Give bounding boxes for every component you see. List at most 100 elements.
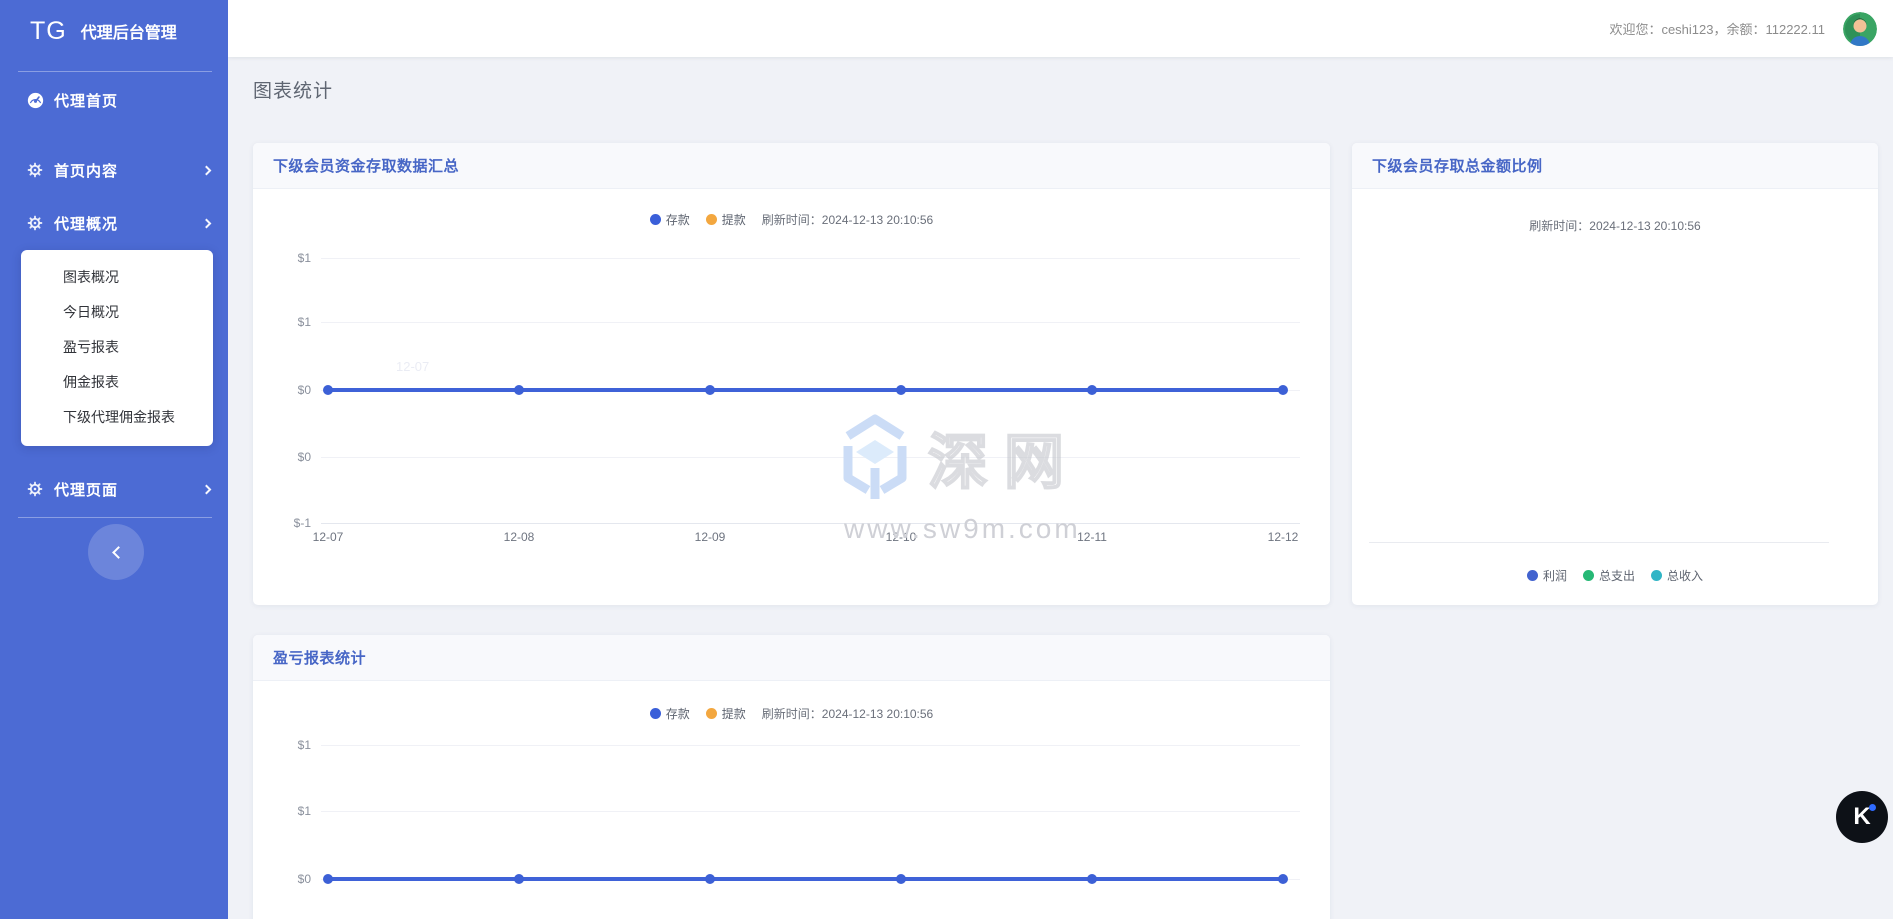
data-point [1087, 874, 1097, 884]
gridline: $1 [298, 315, 1300, 329]
legend-dot-deposit [649, 708, 661, 719]
data-point [705, 874, 715, 884]
fading-tooltip: 12-07 [396, 359, 430, 374]
chevron-right-icon [201, 218, 212, 228]
chart-legend: 存款 提款 刷新时间：2024-12-13 20:10:56 [253, 211, 1330, 228]
brand-logo: TG 代理后台管理 [0, 0, 228, 62]
legend-label: 利润 [1542, 569, 1567, 583]
sidebar-collapse-button[interactable] [88, 524, 144, 580]
x-axis-line: $-1 [294, 516, 1300, 530]
brand-title: 代理后台管理 [80, 25, 177, 42]
top-header-bar: 欢迎您：ceshi123，余额：112222.11 [228, 0, 1893, 57]
y-axis-tick: $0 [297, 872, 311, 886]
dashboard-icon [26, 91, 44, 109]
x-axis-label: 12-11 [1077, 530, 1107, 544]
legend-label: 提款 [721, 213, 746, 227]
data-point [1087, 385, 1097, 395]
card-header: 盈亏报表统计 [253, 635, 1330, 681]
gridline: $1 [298, 804, 1300, 818]
y-axis-tick: $0 [297, 383, 311, 397]
refresh-row: 刷新时间：2024-12-13 20:10:56 [1352, 217, 1878, 234]
data-point [323, 385, 333, 395]
legend-dot-deposit [649, 214, 661, 225]
y-axis-tick: $0 [297, 450, 311, 464]
chart-legend: 利润 总支出 总收入 [1352, 567, 1878, 584]
sidebar-item-label: 代理首页 [54, 92, 119, 110]
x-axis-label: 12-07 [312, 530, 344, 544]
sidebar-divider [18, 517, 212, 518]
y-axis-tick: $1 [297, 738, 311, 752]
legend-dot-withdraw [705, 708, 717, 719]
legend-item-profit[interactable]: 利润 [1526, 567, 1567, 584]
sidebar-item-label: 代理概况 [54, 215, 119, 233]
x-axis-label: 12-12 [1267, 530, 1299, 544]
legend-label: 总收入 [1667, 569, 1704, 583]
page-title: 图表统计 [253, 81, 334, 102]
chart-baseline [1369, 542, 1829, 543]
gridline: $1 [298, 251, 1300, 265]
refresh-time-text: 刷新时间：2024-12-13 20:10:56 [761, 707, 934, 721]
legend-label: 提款 [721, 707, 746, 721]
k-logo-icon: K [1853, 803, 1871, 830]
chevron-right-icon [201, 165, 212, 175]
data-point [1278, 385, 1288, 395]
card-header: 下级会员存取总金额比例 [1352, 143, 1878, 189]
brand-short: TG [30, 16, 67, 45]
sidebar-item-label: 首页内容 [54, 162, 119, 180]
x-axis-label: 12-10 [885, 530, 917, 544]
legend-item-withdraw[interactable]: 提款 [705, 211, 746, 228]
refresh-time-text: 刷新时间：2024-12-13 20:10:56 [1529, 219, 1701, 233]
agent-overview-submenu: 图表概况 今日概况 盈亏报表 佣金报表 下级代理佣金报表 [21, 250, 213, 446]
legend-label: 存款 [665, 213, 690, 227]
sidebar-item-agent-overview[interactable]: 代理概况 [0, 205, 228, 241]
sidebar: TG 代理后台管理 代理首页 [0, 0, 228, 919]
sidebar-item-agent-pages[interactable]: 代理页面 [0, 471, 228, 507]
legend-item-total-expense[interactable]: 总支出 [1582, 567, 1635, 584]
legend-item-withdraw[interactable]: 提款 [705, 705, 746, 722]
data-point [1278, 874, 1288, 884]
legend-label: 总支出 [1598, 569, 1635, 583]
sidebar-item-home-content[interactable]: 首页内容 [0, 152, 228, 188]
floating-widget-button[interactable]: K [1836, 791, 1888, 843]
legend-item-deposit[interactable]: 存款 [649, 211, 690, 228]
data-point [514, 385, 524, 395]
refresh-time-text: 刷新时间：2024-12-13 20:10:56 [761, 213, 934, 227]
welcome-balance-text: 欢迎您：ceshi123，余额：112222.11 [1609, 22, 1825, 37]
legend-item-deposit[interactable]: 存款 [649, 705, 690, 722]
card-deposit-withdraw-ratio: 下级会员存取总金额比例 刷新时间：2024-12-13 20:10:56 利润 … [1352, 143, 1878, 605]
card-profit-loss-report: 盈亏报表统计 存款 提款 刷新时间：2024-12-13 20:10:56 $1… [253, 635, 1330, 919]
sidebar-item-home[interactable]: 代理首页 [0, 82, 228, 118]
submenu-item-chart-overview[interactable]: 图表概况 [63, 269, 119, 285]
x-axis-label: 12-08 [503, 530, 535, 544]
line-series-deposit [328, 877, 1283, 881]
y-axis-tick: $1 [297, 804, 311, 818]
card-header: 下级会员资金存取数据汇总 [253, 143, 1330, 189]
data-point [514, 874, 524, 884]
card-title: 下级会员资金存取数据汇总 [273, 158, 460, 175]
legend-dot-withdraw [705, 214, 717, 225]
k-logo-dot [1869, 804, 1876, 811]
gear-icon [26, 214, 44, 232]
sidebar-divider [18, 71, 212, 72]
submenu-item-sub-agent-commission-report[interactable]: 下级代理佣金报表 [63, 409, 175, 425]
data-point [896, 385, 906, 395]
submenu-item-today-overview[interactable]: 今日概况 [63, 304, 119, 320]
user-avatar[interactable] [1843, 11, 1877, 46]
chevron-right-icon [201, 484, 212, 494]
data-point [896, 874, 906, 884]
gear-icon [26, 161, 44, 179]
legend-dot-profit [1526, 570, 1538, 581]
chart-legend: 存款 提款 刷新时间：2024-12-13 20:10:56 [253, 705, 1330, 722]
submenu-item-commission-report[interactable]: 佣金报表 [63, 374, 119, 390]
chevron-left-icon [111, 545, 125, 559]
card-title: 盈亏报表统计 [273, 650, 367, 667]
gridline: $0 [298, 450, 1300, 464]
legend-label: 存款 [665, 707, 690, 721]
line-series-deposit [328, 388, 1283, 392]
legend-dot-income [1651, 570, 1662, 581]
submenu-item-profit-loss-report[interactable]: 盈亏报表 [63, 339, 119, 355]
y-axis-tick: $1 [297, 315, 311, 329]
sidebar-item-label: 代理页面 [54, 481, 119, 499]
legend-item-total-income[interactable]: 总收入 [1651, 567, 1703, 584]
